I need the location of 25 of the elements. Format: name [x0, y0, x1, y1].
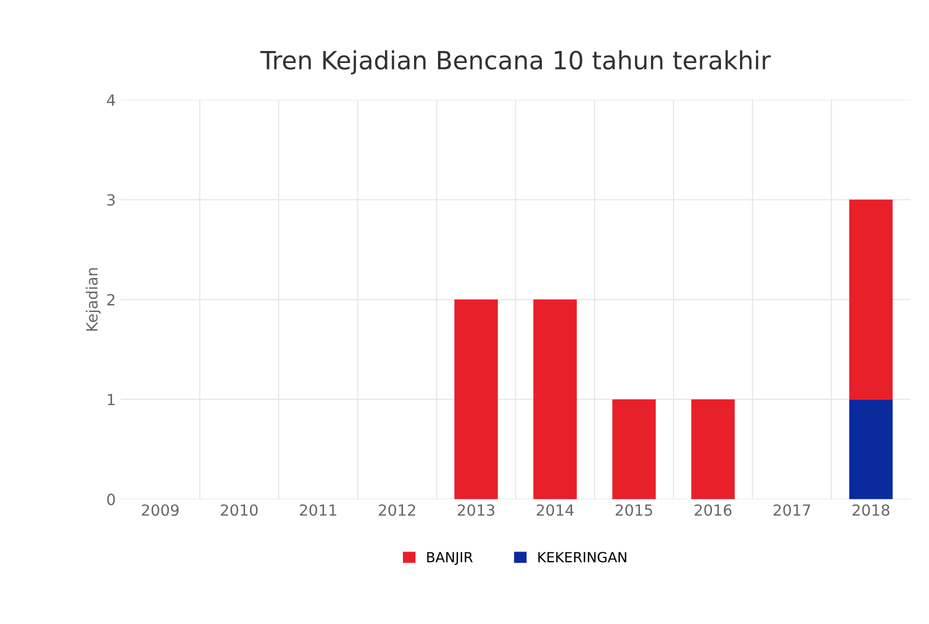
bar	[612, 399, 656, 500]
x-tick-label: 2018	[852, 504, 890, 516]
x-tick-label: 2017	[774, 504, 810, 516]
x-tick-label: 2016	[694, 504, 732, 516]
y-axis-title: Kejadian	[86, 268, 101, 331]
bar	[849, 399, 893, 500]
x-tick-label: 2015	[616, 504, 652, 516]
bar	[849, 200, 893, 400]
x-tick-label: 2011	[300, 504, 336, 516]
x-tick-label: 2010	[220, 504, 258, 516]
bar	[691, 399, 735, 500]
y-tick-label: 3	[107, 194, 115, 206]
bar	[454, 300, 498, 500]
x-tick-label: 2014	[536, 504, 574, 516]
x-tick-label: 2013	[458, 504, 494, 516]
y-tick-label: 4	[106, 94, 116, 106]
x-tick-label: 2012	[378, 504, 416, 516]
x-tick-label: 2009	[142, 504, 179, 516]
legend-label: KEKERINGAN	[538, 552, 626, 562]
legend-label: BANJIR	[427, 552, 473, 565]
y-tick-label: 2	[107, 294, 114, 306]
bar	[533, 300, 577, 500]
y-tick-label: 1	[108, 394, 114, 406]
chart-title: Tren Kejadian Bencana 10 tahun terakhir	[260, 50, 771, 74]
y-tick-label: 0	[107, 494, 115, 506]
